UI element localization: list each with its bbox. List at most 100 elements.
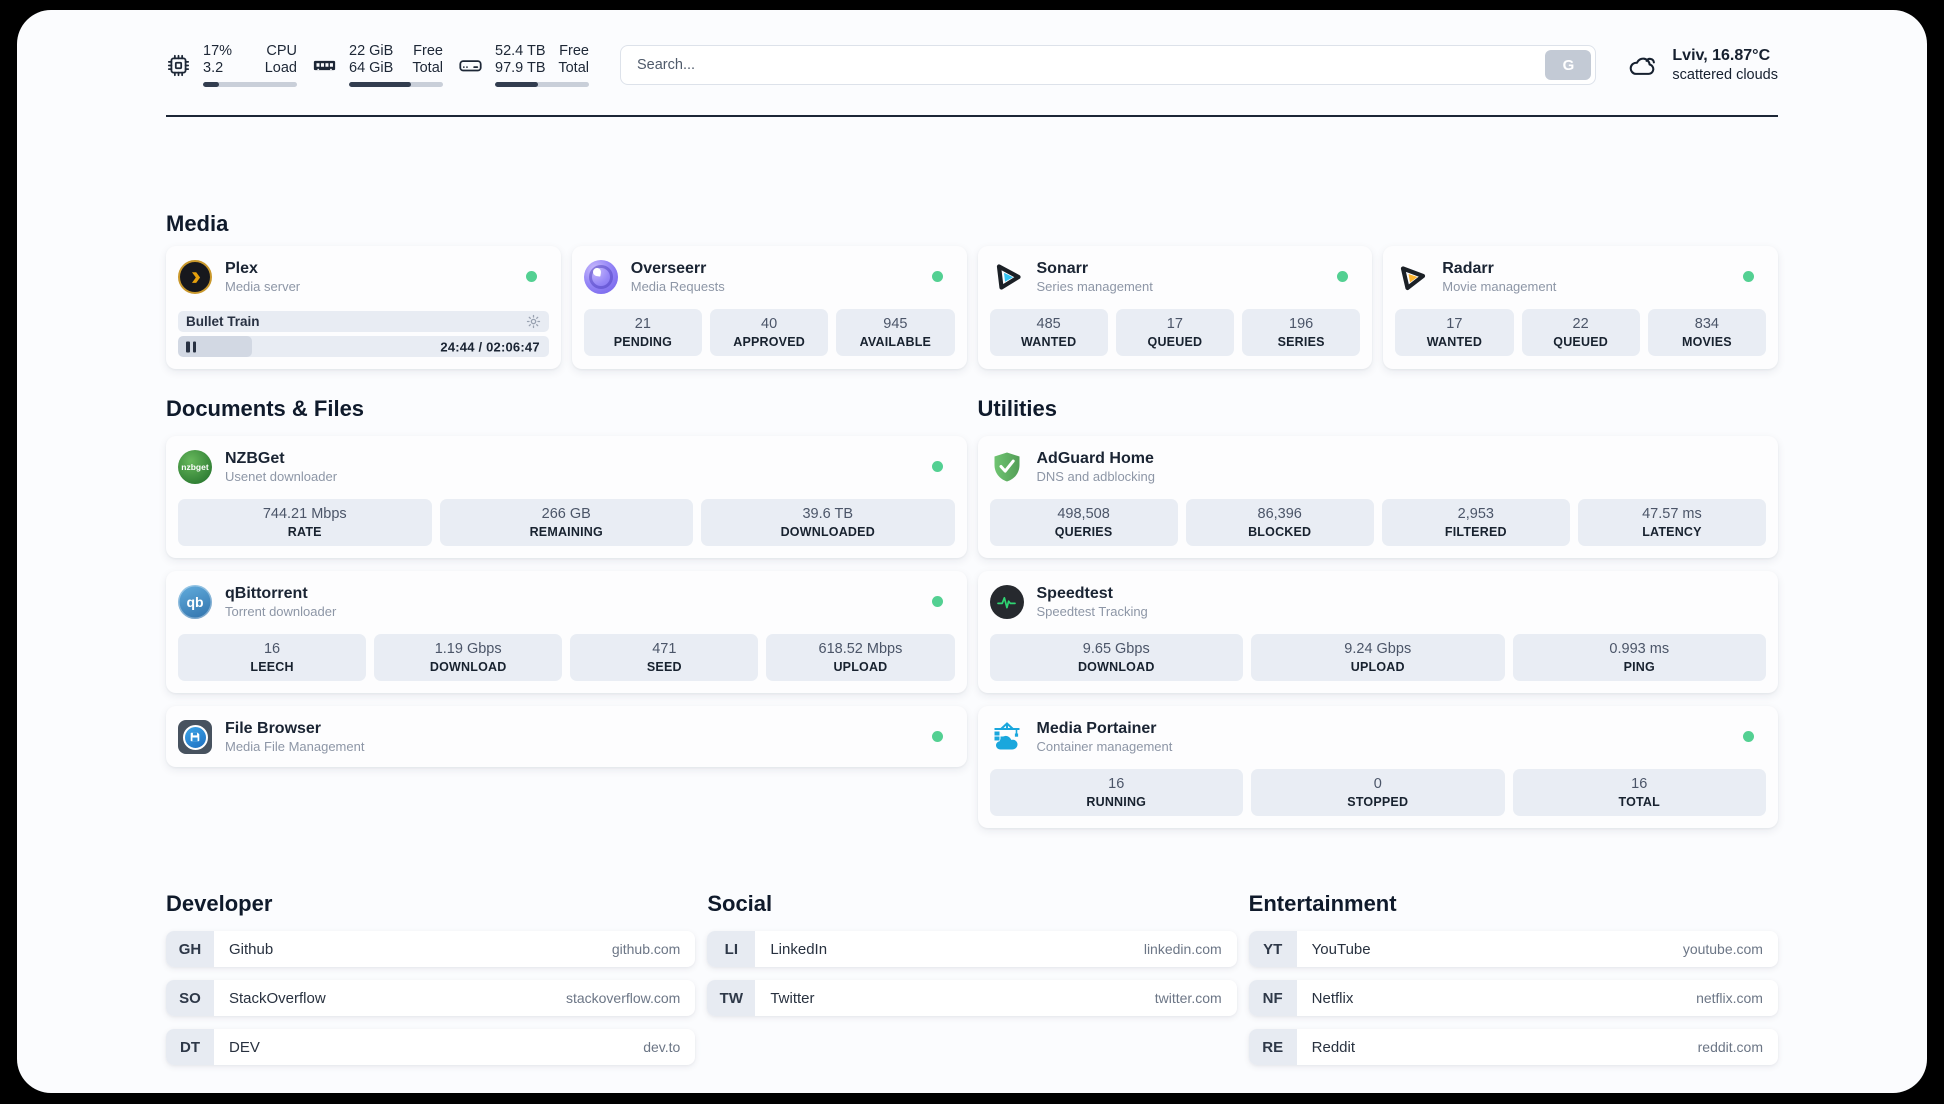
section-title-utilities: Utilities	[977, 396, 1057, 421]
bookmark-url: reddit.com	[1697, 1039, 1763, 1055]
status-online-dot	[1337, 271, 1349, 282]
stat-value: 0	[1373, 776, 1382, 792]
stat-label: SERIES	[1277, 335, 1325, 349]
bookmark-name: Netflix	[1311, 989, 1354, 1007]
bookmark-github[interactable]: GH Github github.com	[166, 931, 696, 967]
section-title-developer: Developer	[166, 891, 273, 916]
weather-location-temp: Lviv, 16.87°C	[1672, 47, 1771, 64]
stat-label: MOVIES	[1681, 335, 1732, 349]
stat-value: 16	[1108, 776, 1125, 792]
bookmark-twitter[interactable]: TW Twitter twitter.com	[707, 980, 1237, 1016]
player-progress-bar[interactable]: 24:44 / 02:06:47	[178, 336, 549, 357]
bookmark-url: dev.to	[643, 1039, 681, 1055]
bookmark-dev[interactable]: DT DEV dev.to	[166, 1029, 696, 1065]
app-card-sonarr[interactable]: Sonarr Series management 485 WANTED 17 Q…	[977, 246, 1373, 369]
bookmark-name: Github	[229, 940, 274, 958]
memory-free-value: 22 GiB	[349, 43, 394, 59]
section-social: Social LI LinkedIn linkedin.com TW Twitt…	[707, 891, 1237, 1016]
bookmark-reddit[interactable]: RE Reddit reddit.com	[1248, 1029, 1778, 1065]
status-online-dot	[931, 596, 943, 607]
stat-label: PENDING	[613, 335, 673, 349]
bookmark-stackoverflow[interactable]: SO StackOverflow stackoverflow.com	[166, 980, 696, 1016]
stat-value: 16	[263, 641, 281, 657]
app-card-speedtest[interactable]: Speedtest Speedtest Tracking 9.65 Gbps D…	[977, 571, 1778, 693]
gear-icon[interactable]	[526, 314, 541, 329]
section-title-entertainment: Entertainment	[1248, 891, 1397, 916]
stat-value: 47.57 ms	[1642, 506, 1702, 522]
stat-value: 86,396	[1257, 506, 1302, 522]
stat-box: 471 SEED	[570, 634, 759, 681]
stat-box: 0.993 ms PING	[1512, 634, 1766, 681]
bookmark-abbr: YT	[1248, 931, 1297, 967]
stat-box: 39.6 TB DOWNLOADED	[701, 499, 955, 546]
dashboard-page: 17% 3.2 CPU Load	[17, 10, 1927, 1093]
bookmark-abbr: LI	[707, 931, 756, 967]
sonarr-icon	[990, 260, 1024, 294]
app-card-overseerr[interactable]: Overseerr Media Requests 21 PENDING 40 A…	[571, 246, 967, 369]
stat-box: 16 TOTAL	[1512, 769, 1766, 816]
stat-value: 618.52 Mbps	[818, 641, 903, 657]
app-name: Plex	[225, 260, 258, 277]
stat-label: TOTAL	[1618, 795, 1660, 809]
bookmark-url: twitter.com	[1154, 990, 1222, 1006]
section-title-documents: Documents & Files	[166, 396, 365, 421]
status-online-dot	[931, 271, 943, 282]
app-card-adguard[interactable]: AdGuard Home DNS and adblocking 498,508 …	[977, 436, 1778, 558]
memory-free-label: Free	[413, 43, 443, 59]
nzbget-icon: nzbget	[178, 450, 212, 484]
stat-label: UPLOAD	[1350, 660, 1405, 674]
app-card-radarr[interactable]: Radarr Movie management 17 WANTED 22 QUE…	[1383, 246, 1778, 369]
stat-box: 40 APPROVED	[710, 309, 829, 356]
app-name: Radarr	[1442, 260, 1494, 277]
stat-box: 834 MOVIES	[1647, 309, 1766, 356]
bookmark-netflix[interactable]: NF Netflix netflix.com	[1248, 980, 1778, 1016]
stat-label: QUERIES	[1054, 525, 1113, 539]
app-card-filebrowser[interactable]: File Browser Media File Management	[166, 706, 967, 767]
cpu-load-label: Load	[264, 60, 297, 76]
stat-box: 16 LEECH	[178, 634, 367, 681]
app-subtitle: Series management	[1036, 279, 1153, 294]
stat-value: 498,508	[1057, 506, 1110, 522]
ram-icon	[312, 53, 337, 78]
stat-label: RATE	[287, 525, 322, 539]
bookmark-linkedin[interactable]: LI LinkedIn linkedin.com	[707, 931, 1237, 967]
search-bar: G	[620, 45, 1597, 85]
stat-value: 1.19 Gbps	[434, 641, 502, 657]
disk-free-value: 52.4 TB	[495, 43, 546, 59]
stat-value: 471	[652, 641, 677, 657]
disk-free-label: Free	[559, 43, 589, 59]
cpu-label: CPU	[266, 43, 297, 59]
stat-box: 945 AVAILABLE	[836, 309, 955, 356]
app-card-plex[interactable]: Plex Media server Bullet Train	[166, 246, 561, 369]
app-card-portainer[interactable]: Media Portainer Container management 16 …	[977, 706, 1778, 828]
search-input[interactable]	[620, 45, 1597, 85]
weather-widget: Lviv, 16.87°C scattered clouds	[1627, 46, 1778, 84]
stat-label: WANTED	[1426, 335, 1483, 349]
bookmark-youtube[interactable]: YT YouTube youtube.com	[1248, 931, 1778, 967]
app-name: Media Portainer	[1036, 720, 1157, 737]
stat-label: QUEUED	[1147, 335, 1203, 349]
search-engine-button[interactable]: G	[1545, 50, 1592, 80]
bookmark-name: DEV	[229, 1038, 260, 1056]
bookmark-abbr: NF	[1248, 980, 1297, 1016]
plex-icon	[178, 260, 212, 294]
app-subtitle: Movie management	[1442, 279, 1557, 294]
stat-label: APPROVED	[733, 335, 805, 349]
bookmark-abbr: TW	[707, 980, 756, 1016]
app-card-qbittorrent[interactable]: qb qBittorrent Torrent downloader 16 LEE…	[166, 571, 967, 693]
stat-box: 17 QUEUED	[1115, 309, 1234, 356]
section-entertainment: Entertainment YT YouTube youtube.com NF …	[1248, 891, 1778, 1065]
stat-label: UPLOAD	[833, 660, 888, 674]
radarr-icon	[1395, 260, 1429, 294]
pause-icon[interactable]	[186, 341, 196, 352]
bookmark-url: github.com	[611, 941, 681, 957]
app-name: AdGuard Home	[1036, 450, 1154, 467]
weather-condition: scattered clouds	[1672, 67, 1778, 83]
section-title-media: Media	[166, 211, 229, 236]
stat-value: 945	[883, 316, 908, 332]
stat-value: 16	[1631, 776, 1648, 792]
app-card-nzbget[interactable]: nzbget NZBGet Usenet downloader 744.21 M…	[166, 436, 967, 558]
qbittorrent-icon: qb	[178, 585, 212, 619]
stat-label: RUNNING	[1086, 795, 1147, 809]
cpu-progress-bar	[203, 82, 297, 87]
